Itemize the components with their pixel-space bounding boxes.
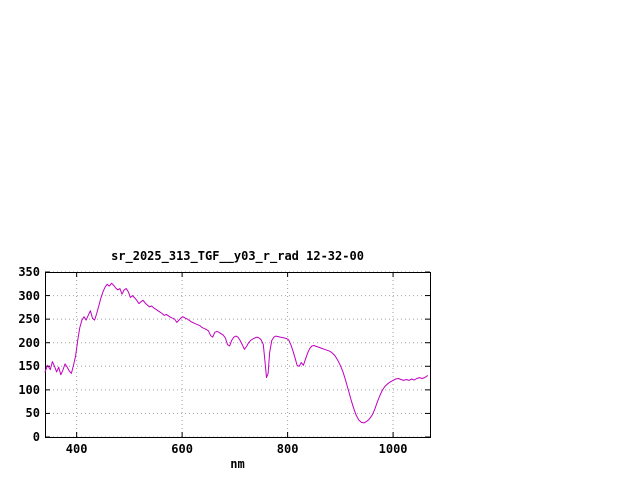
y-tick-label: 350: [18, 265, 40, 279]
y-tick-label: 100: [18, 382, 40, 397]
y-tick-label: 50: [25, 406, 40, 421]
x-axis-label: nm: [230, 457, 245, 471]
y-tick-label: 0: [32, 430, 40, 444]
x-tick-label: 800: [276, 442, 299, 456]
y-tick-label: 300: [18, 288, 40, 303]
x-tick-label: 600: [171, 442, 193, 456]
x-tick-label: 400: [65, 442, 88, 456]
spectrum-line: [44, 282, 428, 424]
y-tick-label: 250: [18, 312, 40, 327]
y-tick-label: 200: [18, 335, 40, 350]
chart-title: sr_2025_313_TGF__y03_r_rad 12-32-00: [111, 249, 364, 263]
x-tick-label: 1000: [378, 442, 408, 456]
plot-border: [45, 272, 431, 438]
y-tick-label: 150: [18, 359, 40, 374]
